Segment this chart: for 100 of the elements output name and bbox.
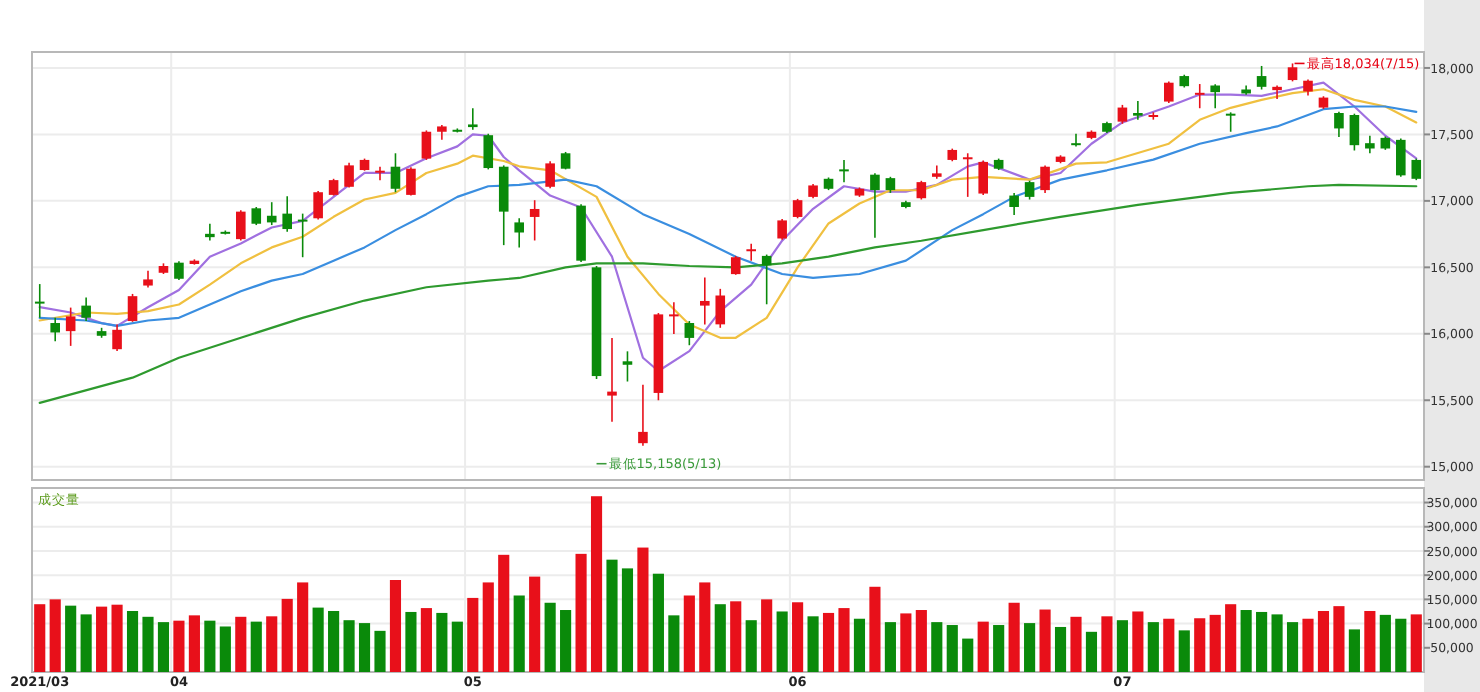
candlestick: [390, 152, 401, 194]
bar: [683, 595, 695, 672]
candlestick: [1272, 84, 1282, 100]
bar: [467, 597, 479, 672]
candlestick: [1133, 100, 1143, 121]
bar: [420, 608, 432, 672]
bar: [1364, 610, 1376, 672]
bar: [1194, 618, 1206, 672]
candlestick: [870, 172, 880, 239]
bar: [1379, 614, 1391, 672]
bar: [1317, 610, 1330, 672]
candlestick: [421, 129, 432, 161]
candlestick: [205, 222, 215, 242]
bar: [745, 620, 757, 672]
bar: [776, 611, 788, 672]
bar: [931, 622, 943, 672]
bar: [529, 576, 541, 672]
bar: [730, 601, 742, 672]
candlestick: [297, 212, 308, 259]
bar: [111, 604, 123, 672]
bar: [250, 621, 262, 672]
bar: [993, 625, 1005, 672]
bar: [482, 582, 494, 672]
bar: [544, 602, 556, 672]
candlestick: [344, 161, 354, 189]
candlestick: [375, 165, 385, 181]
candlestick: [50, 316, 60, 343]
bar: [312, 607, 324, 672]
bar: [49, 599, 61, 672]
bar: [915, 610, 927, 672]
bar: [436, 612, 448, 672]
bar: [1410, 614, 1422, 672]
bar: [560, 610, 572, 672]
bar: [126, 610, 139, 672]
candlestick: [81, 296, 91, 322]
bar: [1132, 611, 1144, 672]
bar: [946, 625, 958, 672]
bar: [807, 616, 819, 672]
candlestick: [1040, 164, 1050, 194]
candlestick: [978, 159, 988, 196]
bar: [34, 604, 46, 672]
bar: [1178, 630, 1190, 672]
bar: [1070, 616, 1082, 672]
bar: [838, 608, 850, 672]
bar: [498, 554, 510, 672]
candlestick: [406, 166, 416, 197]
candlestick: [266, 201, 277, 226]
bar: [374, 630, 386, 672]
bar: [699, 582, 711, 672]
bar: [1209, 614, 1221, 672]
bar: [1008, 602, 1020, 672]
candlestick: [282, 195, 292, 233]
bar: [1085, 631, 1098, 672]
bar: [637, 547, 649, 672]
bar: [204, 620, 216, 672]
bar: [1286, 622, 1299, 672]
candlestick: [529, 199, 540, 242]
candlestick: [730, 255, 741, 276]
candlestick: [1349, 112, 1360, 152]
bar: [1348, 629, 1360, 672]
bar: [1054, 626, 1067, 672]
bar: [142, 616, 154, 672]
candlestick: [1194, 83, 1205, 110]
bar: [652, 573, 664, 672]
candlestick: [498, 164, 509, 246]
bar: [792, 602, 804, 672]
bar: [405, 611, 417, 672]
bar: [451, 621, 463, 672]
candlestick: [1210, 83, 1220, 110]
candlestick: [112, 323, 122, 352]
bar: [1039, 609, 1051, 672]
line-series: [38, 183, 1418, 404]
bar: [1395, 618, 1407, 672]
bar: [590, 496, 603, 672]
candlestick: [236, 209, 246, 242]
candlestick: [684, 320, 695, 347]
candlestick: [545, 160, 555, 190]
bar: [219, 626, 231, 672]
candlestick: [514, 217, 524, 249]
candlestick: [251, 206, 262, 226]
candlestick: [1411, 157, 1422, 181]
candlestick: [932, 164, 942, 180]
candlestick: [1009, 192, 1019, 216]
bar: [266, 616, 278, 672]
bar: [513, 595, 525, 672]
bar: [1101, 616, 1113, 672]
candlestick: [1164, 80, 1174, 104]
candlestick: [1334, 110, 1344, 138]
bar: [1256, 611, 1268, 672]
candlestick: [761, 253, 772, 306]
candlestick: [313, 190, 323, 221]
bar: [621, 568, 634, 672]
bar: [343, 620, 355, 672]
bar: [606, 559, 618, 672]
candlestick: [1396, 137, 1406, 178]
bar: [962, 638, 974, 672]
bar: [1271, 614, 1283, 672]
candlestick: [777, 218, 787, 241]
bar: [157, 622, 170, 672]
bar: [714, 604, 726, 672]
